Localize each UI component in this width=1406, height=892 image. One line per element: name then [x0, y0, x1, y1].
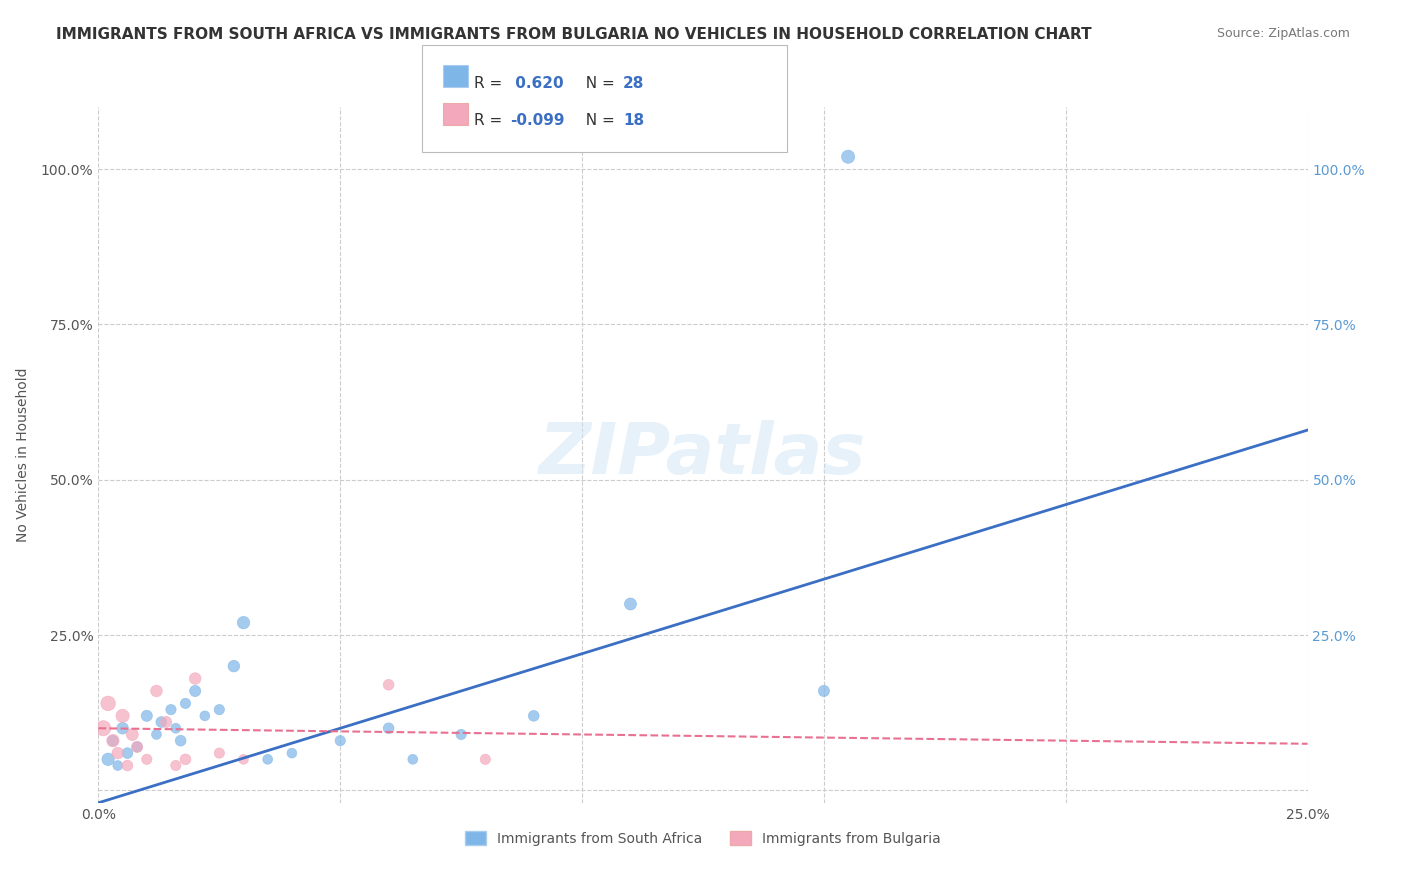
Point	[222, 659, 245, 673]
Point	[377, 721, 399, 735]
Point	[184, 684, 207, 698]
Text: ZIPatlas: ZIPatlas	[540, 420, 866, 490]
Point	[450, 727, 472, 741]
Point	[377, 678, 399, 692]
Point	[107, 746, 129, 760]
Point	[194, 708, 217, 723]
Point	[165, 758, 187, 772]
Point	[208, 746, 231, 760]
Text: 0.620: 0.620	[510, 76, 564, 91]
Point	[402, 752, 425, 766]
Point	[145, 727, 167, 741]
Text: Source: ZipAtlas.com: Source: ZipAtlas.com	[1216, 27, 1350, 40]
Point	[111, 708, 134, 723]
Point	[91, 721, 114, 735]
Y-axis label: No Vehicles in Household: No Vehicles in Household	[15, 368, 30, 542]
Point	[127, 739, 149, 754]
Text: 28: 28	[623, 76, 644, 91]
Point	[169, 733, 191, 747]
Point	[101, 733, 124, 747]
Point	[135, 708, 157, 723]
Point	[523, 708, 546, 723]
Point	[474, 752, 496, 766]
Point	[256, 752, 278, 766]
Point	[160, 703, 183, 717]
Point	[101, 733, 124, 747]
Point	[107, 758, 129, 772]
Text: IMMIGRANTS FROM SOUTH AFRICA VS IMMIGRANTS FROM BULGARIA NO VEHICLES IN HOUSEHOL: IMMIGRANTS FROM SOUTH AFRICA VS IMMIGRAN…	[56, 27, 1092, 42]
Text: -0.099: -0.099	[510, 113, 565, 128]
Point	[208, 703, 231, 717]
Point	[165, 721, 187, 735]
Point	[281, 746, 304, 760]
Point	[619, 597, 641, 611]
Point	[813, 684, 835, 698]
Text: R =: R =	[474, 113, 508, 128]
Legend: Immigrants from South Africa, Immigrants from Bulgaria: Immigrants from South Africa, Immigrants…	[460, 826, 946, 852]
Point	[111, 721, 134, 735]
Point	[232, 615, 254, 630]
Point	[127, 739, 149, 754]
Point	[145, 684, 167, 698]
Point	[232, 752, 254, 766]
Point	[155, 714, 177, 729]
Text: 18: 18	[623, 113, 644, 128]
Point	[117, 758, 139, 772]
Point	[121, 727, 143, 741]
Point	[97, 697, 120, 711]
Point	[97, 752, 120, 766]
Point	[135, 752, 157, 766]
Point	[117, 746, 139, 760]
Point	[174, 697, 197, 711]
Text: N =: N =	[576, 113, 620, 128]
Text: R =: R =	[474, 76, 508, 91]
Point	[329, 733, 352, 747]
Text: N =: N =	[576, 76, 620, 91]
Point	[174, 752, 197, 766]
Point	[184, 672, 207, 686]
Point	[837, 150, 859, 164]
Point	[150, 714, 173, 729]
